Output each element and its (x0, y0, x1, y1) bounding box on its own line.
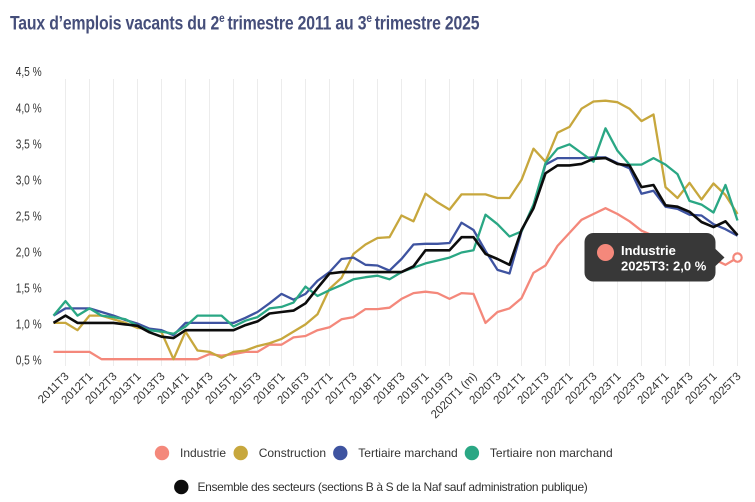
svg-text:Ensemble des secteurs (section: Ensemble des secteurs (sections B à S de… (198, 480, 588, 494)
svg-text:Industrie: Industrie (621, 243, 676, 258)
svg-text:Industrie: Industrie (180, 446, 226, 460)
svg-text:2025T3: 2,0 %: 2025T3: 2,0 % (621, 259, 707, 274)
svg-text:3,5 %: 3,5 % (16, 136, 42, 151)
svg-text:Tertiaire marchand: Tertiaire marchand (358, 446, 457, 460)
svg-text:1,0 %: 1,0 % (16, 317, 42, 332)
svg-text:3,0 %: 3,0 % (16, 172, 42, 187)
svg-text:4,5 %: 4,5 % (16, 64, 42, 79)
svg-text:0,5 %: 0,5 % (16, 353, 42, 368)
svg-text:1,5 %: 1,5 % (16, 281, 42, 296)
svg-text:Construction: Construction (259, 446, 326, 460)
svg-text:2,5 %: 2,5 % (16, 209, 42, 224)
svg-text:2,0 %: 2,0 % (16, 245, 42, 260)
svg-text:4,0 %: 4,0 % (16, 100, 42, 115)
svg-text:Tertiaire non marchand: Tertiaire non marchand (490, 446, 613, 460)
